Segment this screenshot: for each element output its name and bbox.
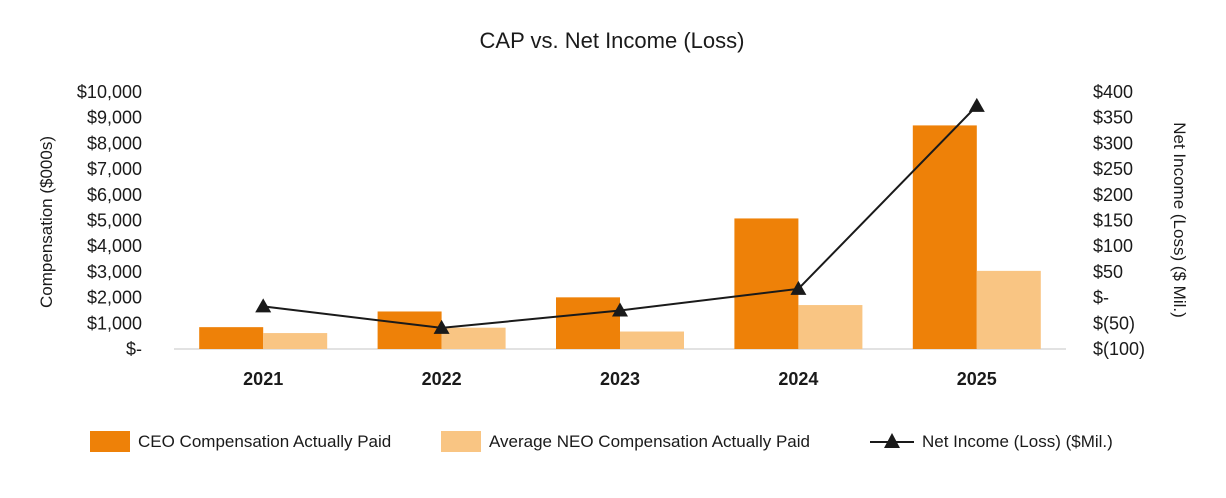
- legend-label: CEO Compensation Actually Paid: [138, 432, 391, 451]
- legend-label: Net Income (Loss) ($Mil.): [922, 432, 1113, 451]
- neo-cap-bar: [441, 327, 506, 349]
- y2-tick-label: $400: [1093, 82, 1133, 102]
- neo-cap-bar: [976, 270, 1041, 349]
- neo-cap-bar: [620, 331, 684, 349]
- y2-tick-label: $50: [1093, 262, 1123, 282]
- y-tick-label: $8,000: [87, 133, 142, 153]
- neo-cap-bar: [263, 333, 328, 349]
- y2-tick-label: $-: [1093, 288, 1109, 308]
- x-tick-label: 2022: [422, 369, 462, 389]
- y-tick-label: $2,000: [87, 288, 142, 308]
- legend-swatch: [441, 431, 481, 452]
- left-axis-ticks: $- $1,000 $2,000 $3,000 $4,000 $5,000 $6,000 $7…: [77, 82, 142, 359]
- net-income-marker: [968, 97, 985, 112]
- y-tick-label: $5,000: [87, 211, 142, 231]
- y2-axis-label: Net Income (Loss) ($ Mil.): [1170, 122, 1189, 318]
- y-tick-label: $7,000: [87, 159, 142, 179]
- ceo-cap-bar: [377, 311, 442, 349]
- x-axis-ticks: 2021 2022 2023 2024 2025: [243, 369, 997, 389]
- ceo-cap-bar: [556, 297, 620, 349]
- y-tick-label: $3,000: [87, 262, 142, 282]
- y-tick-label: $6,000: [87, 185, 142, 205]
- legend: CEO Compensation Actually Paid Average NE…: [90, 431, 1113, 452]
- y2-tick-label: $350: [1093, 108, 1133, 128]
- x-tick-label: 2023: [600, 369, 640, 389]
- legend-swatch: [90, 431, 130, 452]
- y2-tick-label: $150: [1093, 211, 1133, 231]
- net-income-marker: [255, 298, 272, 313]
- y-tick-label: $1,000: [87, 313, 142, 333]
- x-tick-label: 2021: [243, 369, 283, 389]
- x-tick-label: 2025: [957, 369, 997, 389]
- y2-tick-label: $(50): [1093, 313, 1135, 333]
- y-tick-label: $4,000: [87, 236, 142, 256]
- net-income-marker: [790, 280, 807, 295]
- net-income-polyline: [263, 105, 978, 329]
- net-income-line: [255, 97, 985, 334]
- net-income-marker: [433, 319, 450, 334]
- y2-tick-label: $200: [1093, 185, 1133, 205]
- y-axis-label: Compensation ($000s): [37, 136, 56, 308]
- legend-marker-swatch: [884, 433, 900, 448]
- right-axis-ticks: $(100) $(50) $- $50 $100 $150 $200 $250 $300 $350…: [1093, 82, 1145, 359]
- y-tick-label: $-: [126, 339, 142, 359]
- bars: [199, 125, 1041, 349]
- y-tick-label: $10,000: [77, 82, 142, 102]
- neo-cap-bar: [798, 305, 863, 349]
- legend-label: Average NEO Compensation Actually Paid: [489, 432, 810, 451]
- y2-tick-label: $300: [1093, 133, 1133, 153]
- y2-tick-label: $250: [1093, 159, 1133, 179]
- ceo-cap-bar: [199, 327, 264, 349]
- chart-title: CAP vs. Net Income (Loss): [480, 28, 745, 53]
- x-tick-label: 2024: [778, 369, 818, 389]
- ceo-cap-bar: [912, 125, 977, 349]
- y2-tick-label: $100: [1093, 236, 1133, 256]
- y-tick-label: $9,000: [87, 108, 142, 128]
- ceo-cap-bar: [734, 218, 799, 349]
- y2-tick-label: $(100): [1093, 339, 1145, 359]
- net-income-marker: [612, 302, 628, 317]
